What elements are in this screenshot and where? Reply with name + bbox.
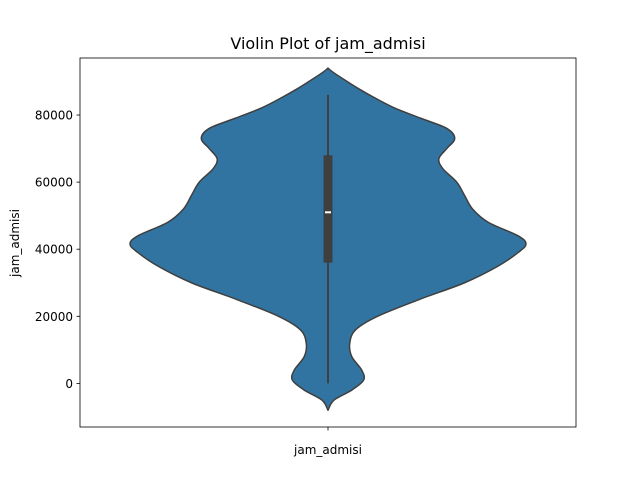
iqr-box xyxy=(323,155,333,263)
y-tick-label: 20000 xyxy=(35,310,73,324)
y-tick-label: 40000 xyxy=(35,243,73,257)
y-tick-label: 60000 xyxy=(35,176,73,190)
y-axis-ticks: 0 20000 40000 60000 80000 xyxy=(35,109,80,391)
x-axis-ticks: jam_admisi xyxy=(293,427,362,457)
plot-area xyxy=(79,57,577,428)
y-tick-label: 80000 xyxy=(35,109,73,123)
y-axis-label: jam_admisi xyxy=(8,209,22,278)
chart-title: Violin Plot of jam_admisi xyxy=(230,34,425,54)
x-tick-label: jam_admisi xyxy=(293,443,362,457)
y-tick-label: 0 xyxy=(65,377,73,391)
